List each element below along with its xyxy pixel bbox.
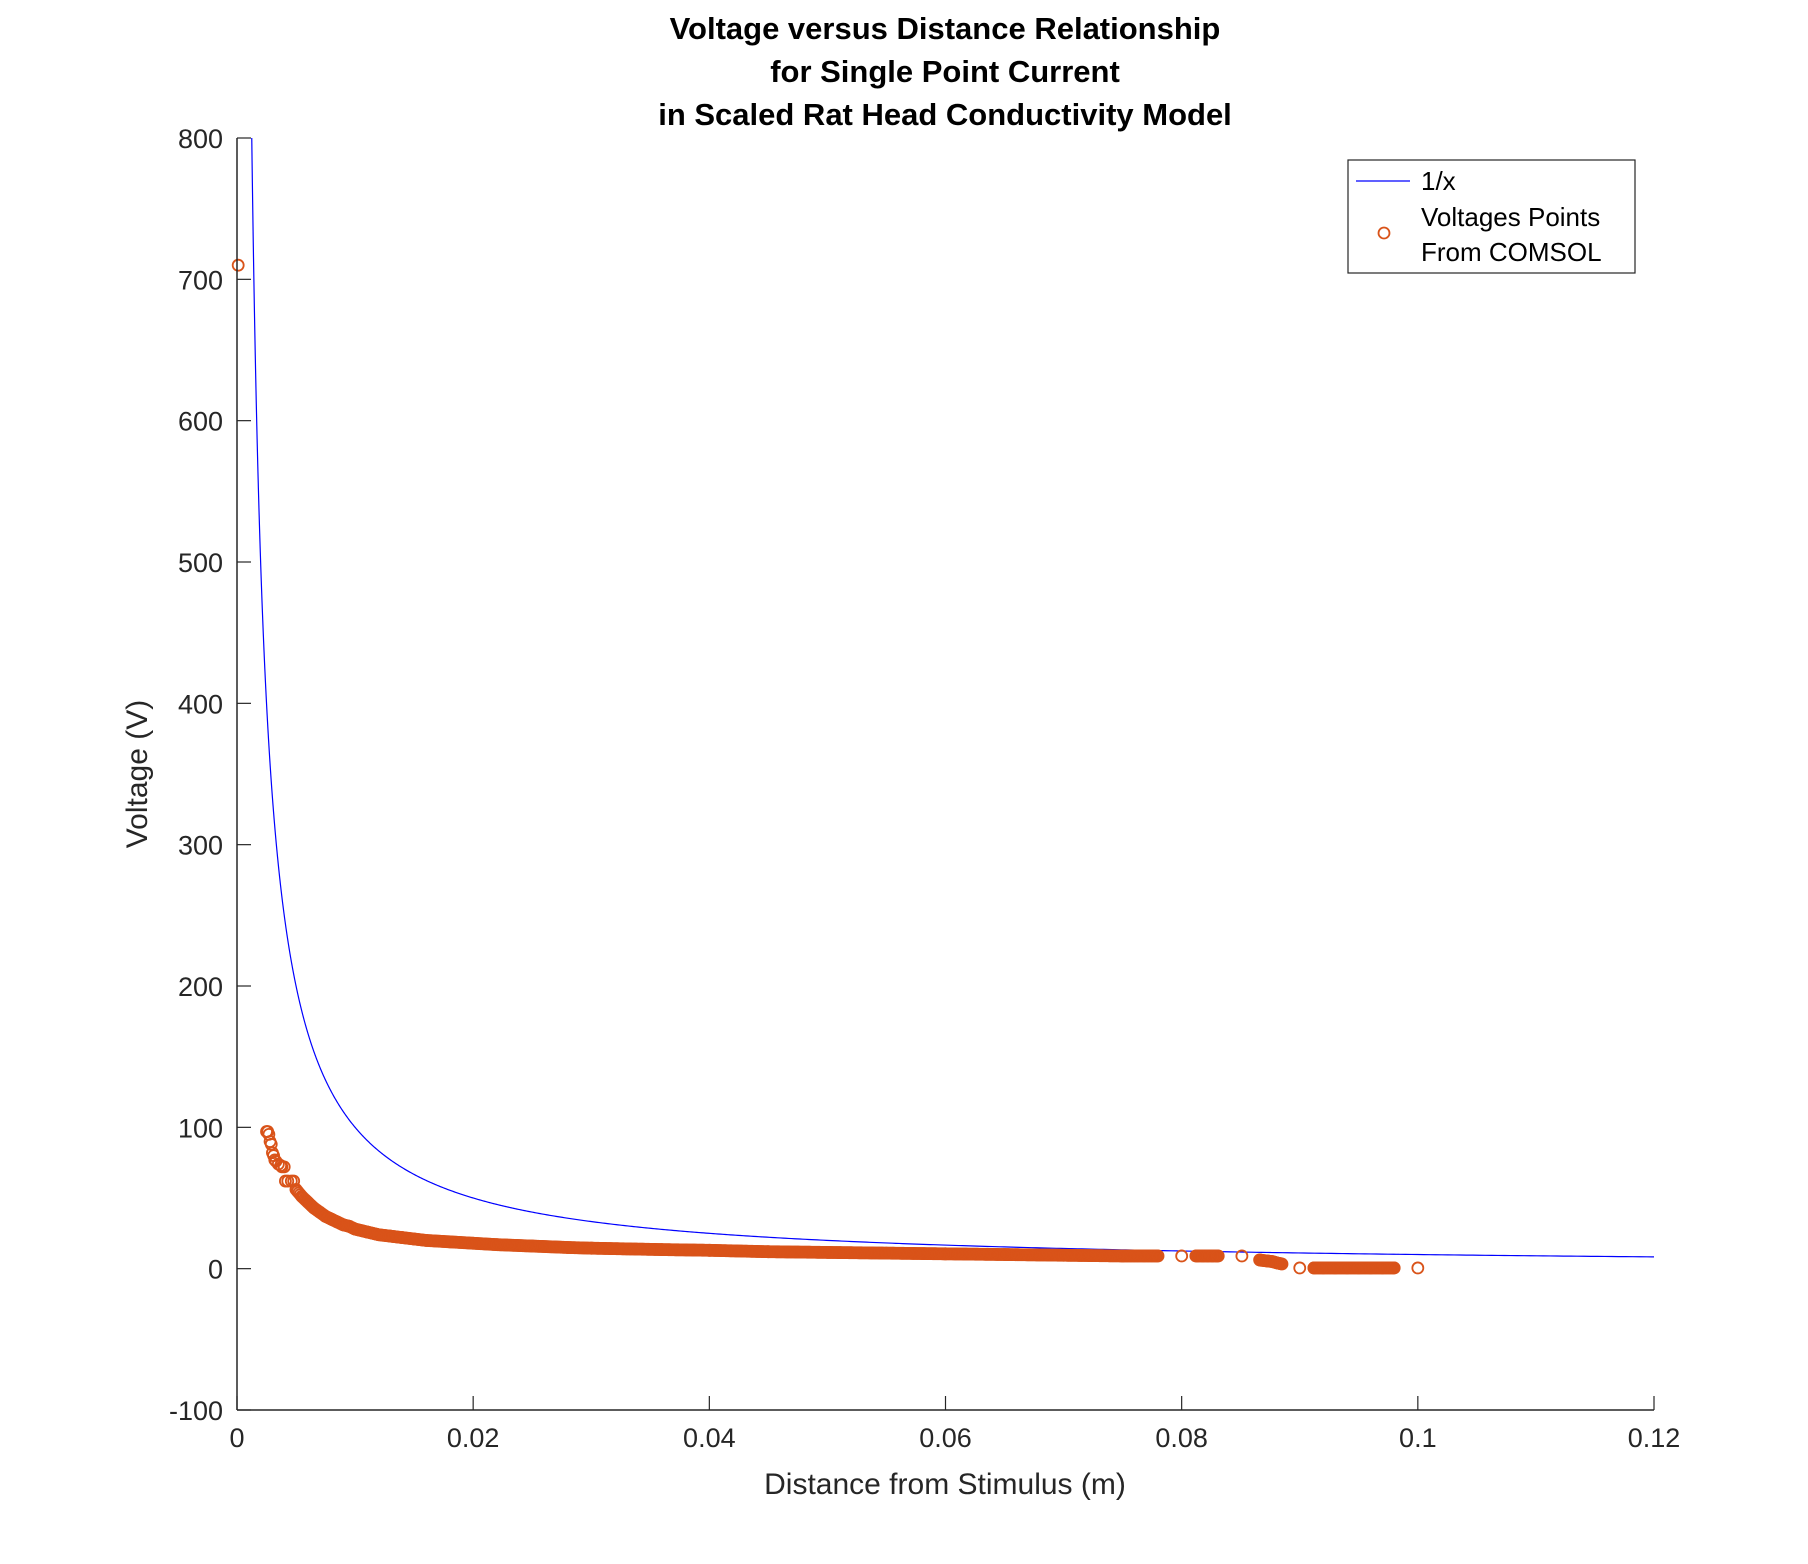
chart-title-line-2: for Single Point Current — [770, 54, 1120, 89]
x-tick-label: 0.12 — [1628, 1423, 1681, 1453]
legend-label-scatter-line-1: Voltages Points — [1421, 202, 1600, 232]
x-tick-label: 0 — [229, 1423, 244, 1453]
y-tick-label: 600 — [178, 407, 223, 437]
x-tick-label: 0.1 — [1399, 1423, 1437, 1453]
y-tick-label: 400 — [178, 689, 223, 719]
y-tick-label: -100 — [169, 1396, 223, 1426]
y-tick-label: 100 — [178, 1113, 223, 1143]
x-axis-label: Distance from Stimulus (m) — [764, 1468, 1126, 1501]
y-tick-label: 800 — [178, 124, 223, 154]
x-tick-label: 0.02 — [447, 1423, 500, 1453]
y-tick-label: 0 — [208, 1255, 223, 1285]
y-tick-label: 500 — [178, 548, 223, 578]
x-tick-label: 0.06 — [919, 1423, 972, 1453]
chart-title-line-1: Voltage versus Distance Relationship — [670, 11, 1221, 46]
y-tick-label: 700 — [178, 265, 223, 295]
x-tick-label: 0.08 — [1155, 1423, 1208, 1453]
legend-label-line: 1/x — [1421, 166, 1456, 196]
y-tick-label: 200 — [178, 972, 223, 1002]
chart-title-line-3: in Scaled Rat Head Conductivity Model — [658, 97, 1232, 132]
legend: 1/x Voltages Points From COMSOL — [1348, 160, 1635, 273]
y-tick-label: 300 — [178, 831, 223, 861]
y-axis-label: Voltage (V) — [121, 700, 154, 848]
legend-label-scatter-line-2: From COMSOL — [1421, 237, 1602, 267]
x-tick-label: 0.04 — [683, 1423, 736, 1453]
